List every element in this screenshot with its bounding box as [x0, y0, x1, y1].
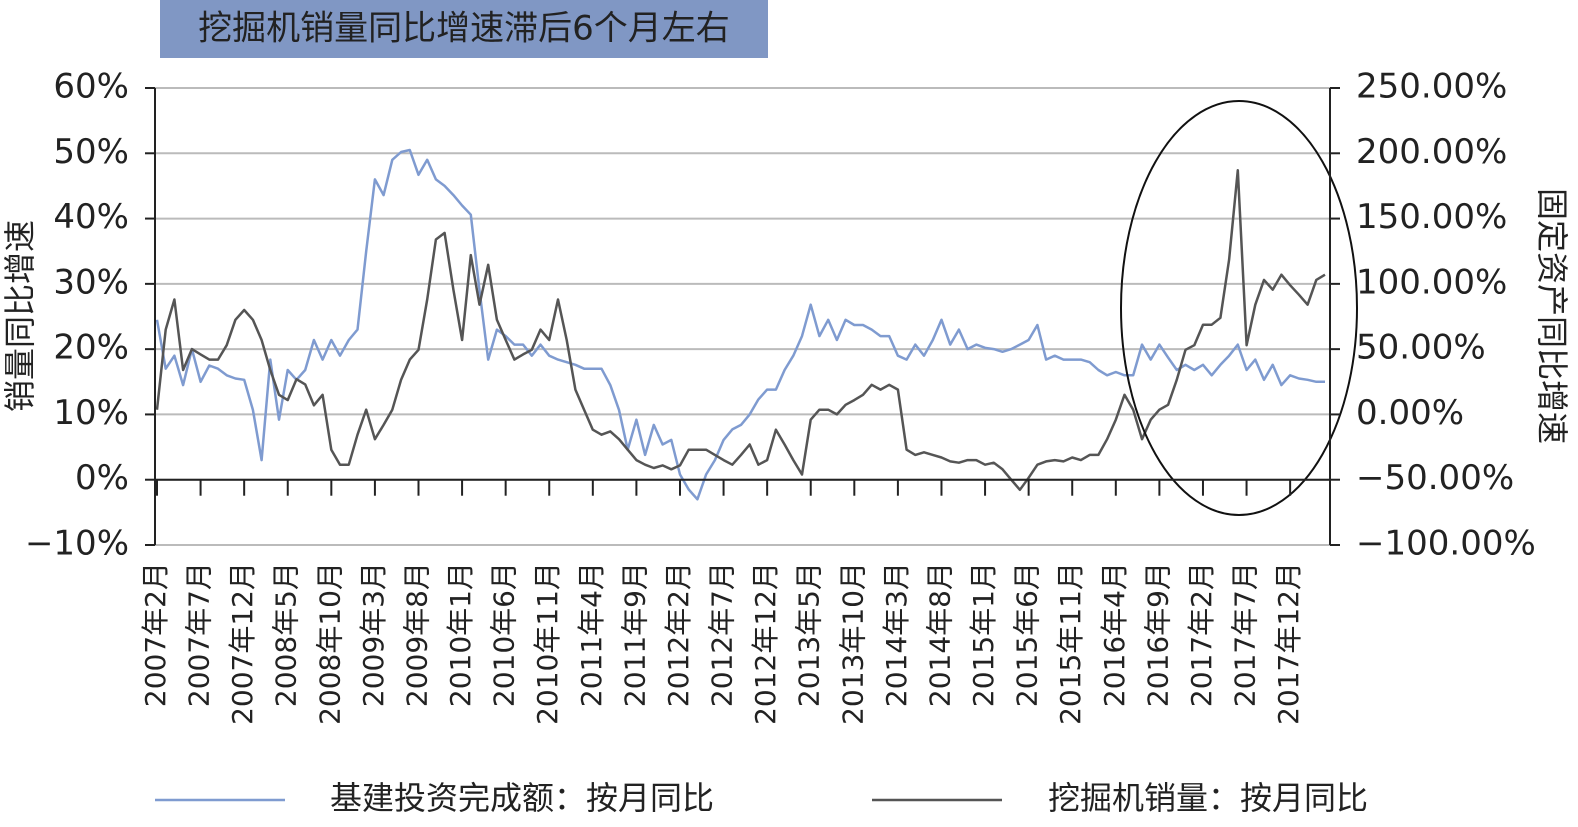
chart-title: 挖掘机销量同比增速滞后6个月左右	[198, 9, 730, 49]
legend-label: 挖掘机销量：按月同比	[1048, 779, 1368, 817]
highlight-ellipse	[1120, 100, 1358, 516]
x-tick-label: 2015年1月	[967, 562, 1000, 707]
x-tick-label: 2015年11月	[1054, 562, 1087, 725]
x-tick-label: 2009年3月	[357, 562, 390, 707]
x-tick-label: 2012年2月	[662, 562, 695, 707]
x-tick-label: 2011年9月	[618, 562, 651, 707]
x-tick-label: 2014年3月	[880, 562, 913, 707]
y-tick-label: −10%	[25, 524, 129, 564]
y2-tick-label: −50.00%	[1356, 458, 1514, 498]
x-tick-label: 2008年10月	[313, 562, 346, 725]
y-tick-label: 0%	[75, 458, 129, 498]
x-tick-label: 2013年10月	[836, 562, 869, 725]
y-tick-label: 30%	[53, 262, 129, 302]
y-tick-label: 40%	[53, 197, 129, 237]
y2-tick-label: 200.00%	[1356, 132, 1507, 172]
x-tick-label: 2016年9月	[1141, 562, 1174, 707]
x-tick-label: 2017年7月	[1229, 562, 1262, 707]
x-tick-label: 2010年11月	[531, 562, 564, 725]
legend-label: 基建投资完成额：按月同比	[330, 779, 714, 817]
x-tick-label: 2007年7月	[183, 562, 216, 707]
x-tick-label: 2011年4月	[575, 562, 608, 707]
x-tick-label: 2012年7月	[706, 562, 739, 707]
y2-axis-label: 固定资产同比增速	[1533, 188, 1571, 444]
x-tick-label: 2012年12月	[749, 562, 782, 725]
x-tick-label: 2009年8月	[400, 562, 433, 707]
x-tick-label: 2015年6月	[1011, 562, 1044, 707]
x-tick-label: 2017年2月	[1185, 562, 1218, 707]
y2-tick-label: 250.00%	[1356, 67, 1507, 107]
x-tick-label: 2007年12月	[226, 562, 259, 725]
y2-tick-label: 0.00%	[1356, 393, 1464, 433]
series-line	[155, 169, 1326, 492]
y2-tick-label: 150.00%	[1356, 197, 1507, 237]
y-tick-label: 10%	[53, 393, 129, 433]
y2-tick-label: 50.00%	[1356, 328, 1486, 368]
y2-tick-label: 100.00%	[1356, 262, 1507, 302]
x-tick-label: 2014年8月	[923, 562, 956, 707]
x-tick-label: 2008年5月	[270, 562, 303, 707]
y-tick-label: 50%	[53, 132, 129, 172]
y-tick-label: 60%	[53, 67, 129, 107]
x-tick-label: 2010年6月	[488, 562, 521, 707]
x-tick-label: 2016年4月	[1098, 562, 1131, 707]
x-tick-label: 2010年1月	[444, 562, 477, 707]
y2-tick-label: −100.00%	[1356, 524, 1536, 564]
series-line	[155, 148, 1325, 501]
x-tick-label: 2013年5月	[793, 562, 826, 707]
y-tick-label: 20%	[53, 328, 129, 368]
x-tick-label: 2017年12月	[1272, 562, 1305, 725]
x-tick-label: 2007年2月	[139, 562, 172, 707]
y-axis-label: 销量同比增速	[1, 220, 39, 412]
title-box	[160, 0, 768, 58]
